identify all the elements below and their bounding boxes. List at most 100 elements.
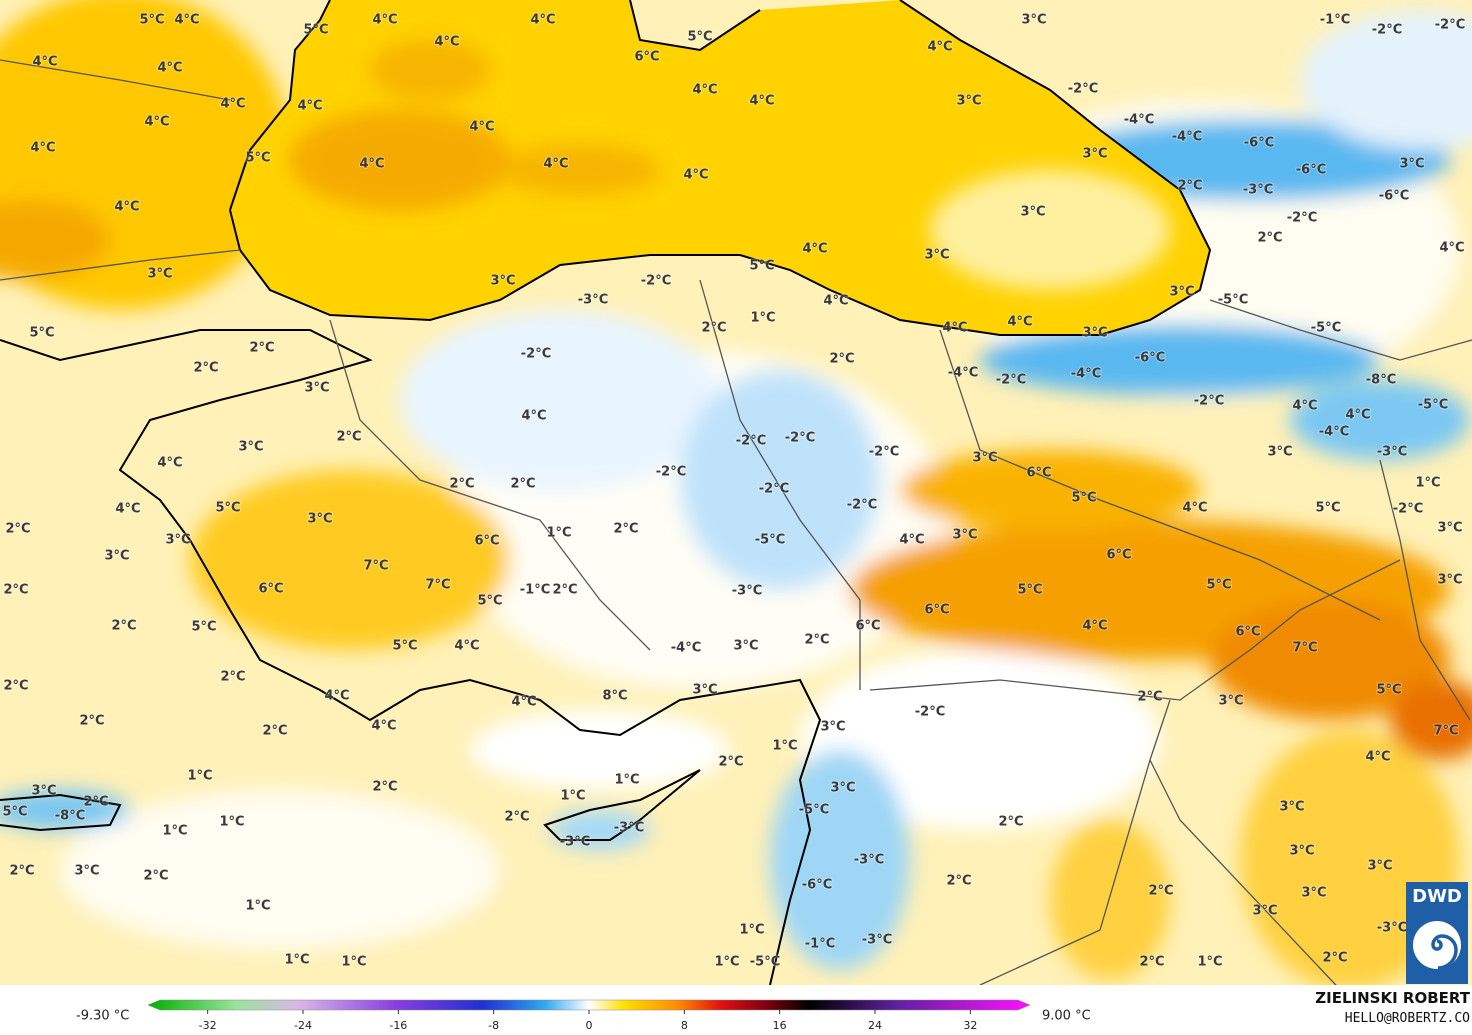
colorbar-tick-label: 32 — [963, 1019, 977, 1032]
temperature-label: 3°C — [1279, 800, 1304, 815]
temperature-label: 4°C — [899, 533, 924, 548]
temperature-label: 4°C — [1345, 408, 1370, 423]
temperature-label: 4°C — [30, 141, 55, 156]
temperature-label: -8°C — [55, 809, 85, 824]
coastline — [0, 329, 822, 986]
temperature-label: 2°C — [946, 874, 971, 889]
colorbar-max: 9.00 °C — [1042, 1009, 1091, 1024]
temperature-label: 3°C — [1267, 445, 1292, 460]
credit-contact: HELLO@ROBERTZ.CO — [1345, 1011, 1470, 1026]
temperature-label: 3°C — [307, 512, 332, 527]
temperature-label: 3°C — [1218, 694, 1243, 709]
temperature-label: -4°C — [1319, 425, 1349, 440]
temperature-label: 3°C — [1289, 844, 1314, 859]
temperature-label: 6°C — [924, 603, 949, 618]
temperature-label: -6°C — [1135, 351, 1165, 366]
temperature-label: 4°C — [521, 409, 546, 424]
colorbar-tick-label: 16 — [773, 1019, 787, 1032]
temperature-label: -1°C — [1320, 13, 1350, 28]
temperature-label: 5°C — [1206, 578, 1231, 593]
temperature-label: 3°C — [956, 94, 981, 109]
temperature-label: 3°C — [490, 274, 515, 289]
temperature-label: 2°C — [504, 810, 529, 825]
temperature-label: 4°C — [157, 61, 182, 76]
temperature-label: 5°C — [2, 805, 27, 820]
temperature-label: 2°C — [1322, 951, 1347, 966]
temperature-label: -3°C — [1377, 921, 1407, 936]
temperature-label: 1°C — [341, 955, 366, 970]
temperature-label: 2°C — [143, 869, 168, 884]
temperature-label: 3°C — [1301, 886, 1326, 901]
temperature-label: 2°C — [1148, 884, 1173, 899]
temperature-label: 4°C — [1182, 501, 1207, 516]
temperature-label: -5°C — [1418, 398, 1448, 413]
temperature-label: -2°C — [1435, 18, 1465, 33]
temperature-label: -5°C — [750, 955, 780, 970]
temperature-label: 2°C — [449, 477, 474, 492]
temperature-label: 5°C — [139, 13, 164, 28]
temperature-label: 3°C — [820, 720, 845, 735]
coastline — [543, 769, 701, 841]
temperature-label: -2°C — [996, 373, 1026, 388]
temperature-label: 3°C — [924, 248, 949, 263]
temperature-label: -3°C — [560, 835, 590, 850]
temperature-label: -6°C — [802, 878, 832, 893]
temperature-label: 4°C — [454, 639, 479, 654]
temperature-label: 4°C — [802, 242, 827, 257]
temperature-label: 4°C — [32, 55, 57, 70]
colorbar-tick-label: 0 — [586, 1019, 593, 1032]
temperature-label: 7°C — [1292, 641, 1317, 656]
temperature-label: 1°C — [187, 769, 212, 784]
temperature-label: 4°C — [297, 99, 322, 114]
temperature-label: 6°C — [855, 619, 880, 634]
temperature-label: 3°C — [1021, 13, 1046, 28]
temperature-label: 2°C — [3, 679, 28, 694]
temperature-label: -2°C — [1393, 502, 1423, 517]
temperature-label: 5°C — [749, 259, 774, 274]
temperature-label: 7°C — [363, 559, 388, 574]
temperature-label: 1°C — [219, 815, 244, 830]
temperature-label: -3°C — [862, 933, 892, 948]
temperature-label: 3°C — [31, 784, 56, 799]
temperature-label: 2°C — [5, 522, 30, 537]
temperature-label: -1°C — [805, 937, 835, 952]
temperature-label: -2°C — [1194, 394, 1224, 409]
temperature-label: 2°C — [372, 780, 397, 795]
temperature-label: -4°C — [671, 641, 701, 656]
temperature-label: 1°C — [614, 773, 639, 788]
temperature-label: 1°C — [245, 899, 270, 914]
temperature-label: -2°C — [641, 274, 671, 289]
temperature-label: -5°C — [1311, 321, 1341, 336]
temperature-label: -2°C — [1287, 211, 1317, 226]
temperature-label: 2°C — [1257, 231, 1282, 246]
temperature-label: 3°C — [74, 864, 99, 879]
temperature-label: 6°C — [1106, 548, 1131, 563]
temperature-label: 3°C — [952, 528, 977, 543]
temperature-label: 4°C — [115, 502, 140, 517]
temperature-label: 2°C — [804, 633, 829, 648]
temperature-label: 2°C — [718, 755, 743, 770]
temperature-label: 3°C — [1437, 573, 1462, 588]
temperature-label: -6°C — [1379, 189, 1409, 204]
temperature-label: -3°C — [854, 853, 884, 868]
temperature-label: 3°C — [147, 267, 172, 282]
temperature-label: 1°C — [750, 311, 775, 326]
temperature-label: -3°C — [578, 293, 608, 308]
temperature-label: 6°C — [1026, 466, 1051, 481]
coastline — [229, 0, 1212, 336]
temperature-label: 7°C — [1433, 724, 1458, 739]
temperature-label: 1°C — [546, 526, 571, 541]
temperature-label: 2°C — [552, 583, 577, 598]
temperature-label: 1°C — [772, 739, 797, 754]
temperature-label: -2°C — [521, 347, 551, 362]
map: 5°C 4°C 5°C 4°C 4°C 4°C 5°C 6°C 4°C 3°C -1°C -2°C -2… — [0, 0, 1472, 1001]
temperature-label: 4°C — [1007, 315, 1032, 330]
temperature-label: -2°C — [785, 431, 815, 446]
temperature-label: 5°C — [1376, 683, 1401, 698]
temperature-label: 3°C — [1020, 205, 1045, 220]
temperature-label: 1°C — [560, 789, 585, 804]
temperature-label: 4°C — [372, 13, 397, 28]
temperature-label: 4°C — [157, 456, 182, 471]
temperature-label: 4°C — [359, 157, 384, 172]
temperature-label: 5°C — [245, 151, 270, 166]
